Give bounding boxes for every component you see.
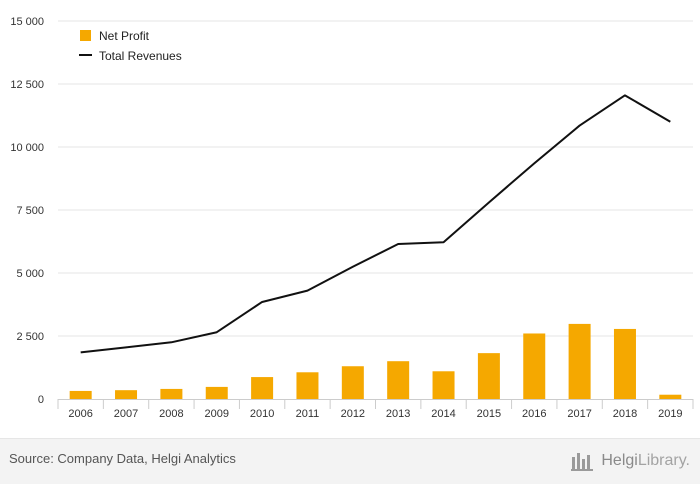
x-tick-label: 2009 (205, 408, 229, 420)
y-tick-label: 5 000 (16, 268, 44, 280)
x-tick-label: 2011 (296, 408, 320, 420)
bar-net-profit-2010[interactable] (251, 377, 274, 399)
point-total-revenues-2009[interactable] (214, 329, 220, 335)
legend-total-revenues-label: Total Revenues (99, 49, 182, 63)
bar-net-profit-2013[interactable] (387, 361, 410, 399)
x-tick-label: 2015 (477, 408, 501, 420)
bar-net-profit-2015[interactable] (477, 353, 500, 399)
brand-name-main: Helgi (601, 452, 638, 469)
point-total-revenues-2013[interactable] (395, 241, 401, 247)
point-total-revenues-2019[interactable] (667, 119, 673, 125)
point-total-revenues-2007[interactable] (123, 344, 129, 350)
brand-name-sub: Library. (637, 452, 690, 469)
x-tick-label: 2008 (159, 408, 183, 420)
bar-net-profit-2019[interactable] (659, 394, 682, 399)
y-tick-label: 15 000 (10, 16, 44, 28)
brand-name: HelgiLibrary. (601, 452, 690, 470)
x-tick-label: 2019 (658, 408, 682, 420)
line-total-revenues[interactable] (80, 94, 671, 354)
bar-net-profit-2008[interactable] (160, 388, 183, 399)
point-total-revenues-2006[interactable] (78, 349, 84, 355)
point-total-revenues-2008[interactable] (168, 339, 174, 345)
x-tick-label: 2006 (68, 408, 92, 420)
point-total-revenues-2018[interactable] (622, 92, 628, 98)
x-tick-label: 2012 (341, 408, 365, 420)
point-total-revenues-2015[interactable] (486, 199, 492, 205)
x-tick-label: 2007 (114, 408, 138, 420)
x-tick-label: 2014 (431, 408, 455, 420)
y-tick-label: 10 000 (10, 142, 44, 154)
bar-series-net-profit (69, 323, 682, 399)
grid-lines (58, 20, 693, 337)
x-tick-label: 2016 (522, 408, 546, 420)
y-tick-label: 2 500 (16, 331, 44, 343)
y-tick-label: 7 500 (16, 205, 44, 217)
bar-net-profit-2012[interactable] (341, 366, 364, 399)
source-note: Source: Company Data, Helgi Analytics (9, 451, 236, 466)
x-tick-label: 2013 (386, 408, 410, 420)
point-total-revenues-2011[interactable] (304, 288, 310, 294)
x-tick-label: 2018 (613, 408, 637, 420)
line-series-total-revenues (78, 92, 673, 355)
bar-net-profit-2009[interactable] (205, 386, 228, 399)
bar-net-profit-2014[interactable] (432, 371, 455, 399)
bar-net-profit-2006[interactable] (69, 390, 92, 399)
x-tick-label: 2017 (567, 408, 591, 420)
bar-net-profit-2018[interactable] (613, 328, 636, 399)
x-tick-label: 2010 (250, 408, 274, 420)
y-tick-label: 0 (38, 394, 44, 406)
legend-net-profit-swatch (80, 30, 91, 41)
y-tick-label: 12 500 (10, 79, 44, 91)
x-axis: 2006 2007 2008 2009 2010 2011 2012 2013 2014 2015… (57, 399, 694, 420)
helgi-library-logo-icon (571, 453, 594, 471)
point-total-revenues-2016[interactable] (531, 160, 537, 166)
legend: Net Profit Total Revenues (79, 29, 182, 63)
bar-net-profit-2011[interactable] (296, 372, 319, 399)
footer: Source: Company Data, Helgi Analytics He… (0, 438, 700, 484)
point-total-revenues-2017[interactable] (577, 123, 583, 129)
bar-net-profit-2017[interactable] (568, 323, 591, 399)
bar-net-profit-2007[interactable] (115, 390, 138, 399)
point-total-revenues-2012[interactable] (350, 264, 356, 270)
point-total-revenues-2010[interactable] (259, 299, 265, 305)
bar-net-profit-2016[interactable] (523, 333, 546, 399)
point-total-revenues-2014[interactable] (441, 239, 447, 245)
legend-net-profit-label: Net Profit (99, 29, 150, 43)
brand-logo[interactable]: HelgiLibrary. (571, 447, 690, 475)
y-axis-ticks: 0 2 500 5 000 7 500 10 000 12 500 15 000 (10, 16, 44, 406)
